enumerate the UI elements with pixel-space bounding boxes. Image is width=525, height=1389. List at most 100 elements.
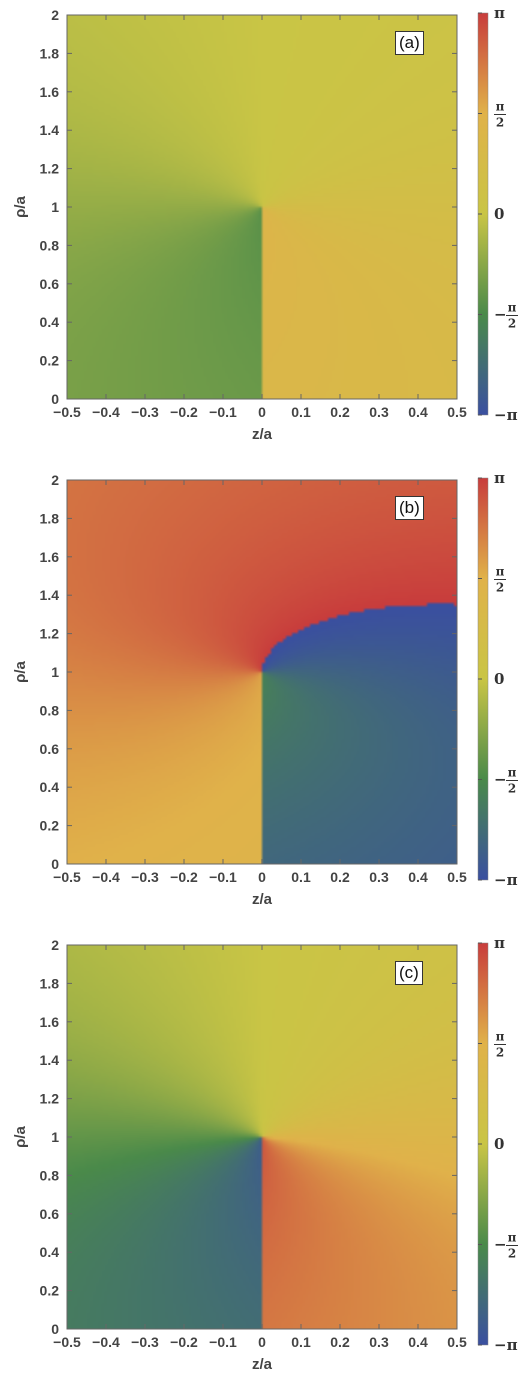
colorbar-denominator: 2 xyxy=(508,1247,516,1261)
x-tick-label: −0.5 xyxy=(53,869,81,885)
colorbar-tick-label: 0 xyxy=(494,670,504,688)
x-tick-label: 0.4 xyxy=(408,1334,428,1350)
y-tick-label: 0.8 xyxy=(40,702,60,718)
x-tick-label: −0.2 xyxy=(170,404,198,420)
colorbar-denominator: 2 xyxy=(496,1045,504,1059)
y-tick-label: 1.4 xyxy=(40,1052,60,1068)
colorbar-tick-label: π2 xyxy=(494,1029,506,1059)
y-tick-label: 1.6 xyxy=(40,1014,60,1030)
x-tick-label: −0.2 xyxy=(170,1334,198,1350)
y-axis-title: ρ/a xyxy=(12,1125,29,1147)
x-tick-label: −0.5 xyxy=(53,1334,81,1350)
colorbar-numerator: π xyxy=(508,301,517,315)
y-axis-title: ρ/a xyxy=(12,660,29,682)
chart-panel-c: −0.5 −0.4 −0.3 −0.2 −0.1 0 0.1 0.2 0.3 0.4 0.5 0 0.2… xyxy=(0,930,525,1389)
colorbar-tick-label: π2 xyxy=(494,564,506,594)
phase-heatmap xyxy=(67,480,457,864)
x-tick-label: 0.5 xyxy=(447,1334,467,1350)
y-tick-label: 1.8 xyxy=(40,510,60,526)
phase-heatmap xyxy=(67,15,457,399)
y-tick-label: 1.6 xyxy=(40,84,60,100)
y-tick-label: 0.2 xyxy=(40,818,60,834)
x-tick-label: −0.4 xyxy=(92,404,120,420)
panel-label: (c) xyxy=(395,961,423,985)
y-tick-label: 0.6 xyxy=(40,741,60,757)
x-tick-label: −0.2 xyxy=(170,869,198,885)
colorbar-label: −π xyxy=(494,871,518,889)
chart-svg: −0.5 −0.4 −0.3 −0.2 −0.1 0 0.1 0.2 0.3 0.4 0.500.2… xyxy=(12,934,518,1373)
y-tick-label: 0 xyxy=(51,391,59,407)
colorbar-tick-label: π xyxy=(494,934,505,952)
x-tick-label: 0.4 xyxy=(408,404,428,420)
x-tick-label: −0.4 xyxy=(92,869,120,885)
y-tick-label: 0.8 xyxy=(40,237,60,253)
x-tick-label: −0.1 xyxy=(209,1334,237,1350)
colorbar-label: π xyxy=(494,4,505,22)
y-tick-label: 0.8 xyxy=(40,1167,60,1183)
x-axis-title: z/a xyxy=(252,1356,273,1373)
colorbar-sign: − xyxy=(494,771,507,789)
y-tick-label: 1 xyxy=(51,1129,59,1145)
y-tick-label: 2 xyxy=(51,7,59,23)
chart-svg: −0.5 −0.4 −0.3 −0.2 −0.1 0 0.1 0.2 0.3 0.4 0.500.2… xyxy=(12,469,518,908)
y-tick-label: 1.2 xyxy=(40,626,60,642)
y-tick-label: 0.4 xyxy=(40,314,60,330)
colorbar-label: 0 xyxy=(494,1135,504,1153)
x-tick-label: 0.1 xyxy=(291,1334,311,1350)
x-tick-label: 0.5 xyxy=(447,869,467,885)
x-tick-label: −0.3 xyxy=(131,1334,159,1350)
x-tick-label: −0.3 xyxy=(131,869,159,885)
colorbar-label: π xyxy=(494,469,505,487)
x-axis-title: z/a xyxy=(252,426,273,443)
colorbar-label: π xyxy=(494,934,505,952)
colorbar-tick-label: −π xyxy=(494,871,518,889)
colorbar-label: −π xyxy=(494,406,518,424)
x-tick-label: 0 xyxy=(258,404,266,420)
colorbar-tick-label: π xyxy=(494,469,505,487)
colorbar-numerator: π xyxy=(496,564,505,578)
x-tick-label: 0.1 xyxy=(291,404,311,420)
colorbar-numerator: π xyxy=(508,1231,517,1245)
chart-svg: −0.5 −0.4 −0.3 −0.2 −0.1 0 0.1 0.2 0.3 0.4 0.500.2… xyxy=(12,4,518,443)
y-tick-label: 1.8 xyxy=(40,975,60,991)
colorbar-label: 0 xyxy=(494,205,504,223)
x-tick-label: 0.2 xyxy=(330,869,350,885)
colorbar-tick-label: − π 2 xyxy=(494,1231,518,1261)
y-tick-label: 0.2 xyxy=(40,1283,60,1299)
x-tick-label: 0.3 xyxy=(369,869,389,885)
x-tick-label: −0.4 xyxy=(92,1334,120,1350)
y-tick-label: 0.6 xyxy=(40,276,60,292)
y-tick-label: 1.4 xyxy=(40,587,60,603)
x-tick-label: 0.2 xyxy=(330,404,350,420)
x-tick-label: −0.5 xyxy=(53,404,81,420)
colorbar-label: −π xyxy=(494,1336,518,1354)
colorbar-tick-label: 0 xyxy=(494,205,504,223)
x-tick-label: 0.4 xyxy=(408,869,428,885)
y-tick-label: 1.8 xyxy=(40,45,60,61)
colorbar-sign: − xyxy=(494,306,507,324)
y-tick-label: 1.2 xyxy=(40,161,60,177)
panel-label: (b) xyxy=(395,496,424,520)
colorbar-tick-label: − π 2 xyxy=(494,301,518,331)
y-tick-label: 1.6 xyxy=(40,549,60,565)
x-tick-label: 0.5 xyxy=(447,404,467,420)
x-tick-label: 0 xyxy=(258,1334,266,1350)
y-axis-title: ρ/a xyxy=(12,195,29,217)
x-axis-title: z/a xyxy=(252,891,273,908)
chart-panel-a: −0.5 −0.4 −0.3 −0.2 −0.1 0 0.1 0.2 0.3 0.4 0.5 0 0.2… xyxy=(0,0,525,459)
y-tick-label: 0.2 xyxy=(40,353,60,369)
x-tick-label: 0.1 xyxy=(291,869,311,885)
colorbar-label: 0 xyxy=(494,670,504,688)
colorbar-tick-label: −π xyxy=(494,1336,518,1354)
y-tick-label: 1 xyxy=(51,664,59,680)
y-tick-label: 1 xyxy=(51,199,59,215)
panel-label: (a) xyxy=(395,31,424,55)
colorbar-numerator: π xyxy=(496,1029,505,1043)
colorbar-denominator: 2 xyxy=(496,580,504,594)
x-tick-label: −0.1 xyxy=(209,869,237,885)
colorbar-tick-label: π xyxy=(494,4,505,22)
x-tick-label: −0.3 xyxy=(131,404,159,420)
colorbar-sign: − xyxy=(494,1236,507,1254)
colorbar-denominator: 2 xyxy=(508,782,516,796)
y-tick-label: 1.2 xyxy=(40,1091,60,1107)
